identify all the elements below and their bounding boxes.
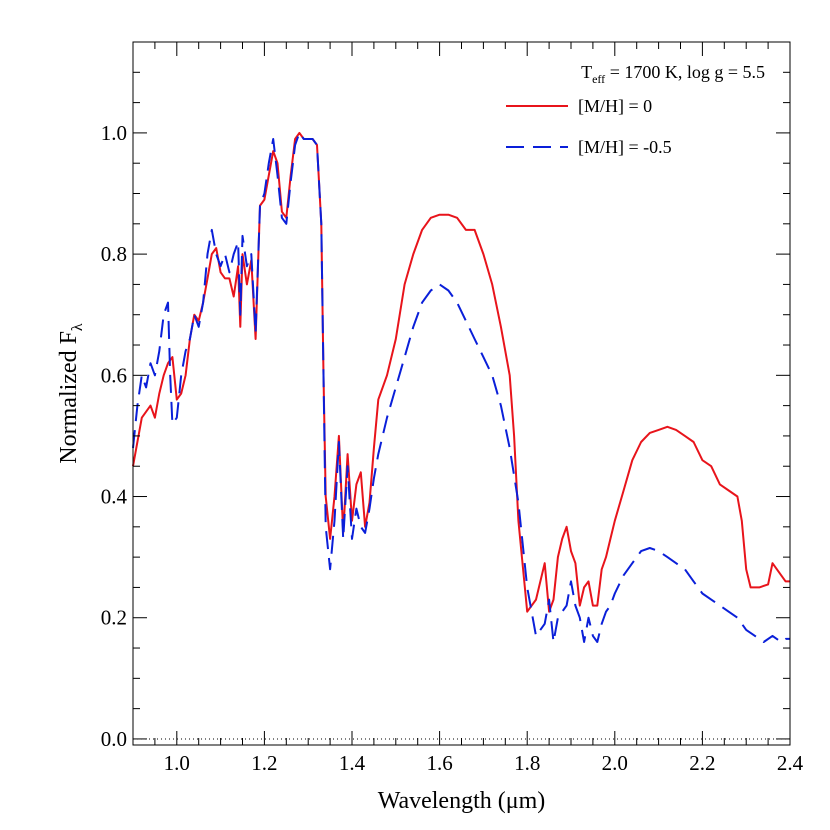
x-tick-label: 2.0 (602, 751, 628, 775)
y-axis-label: Normalized Fλ (56, 323, 86, 464)
x-axis-label: Wavelength (μm) (378, 788, 546, 814)
y-tick-labels: 0.0 0.2 0.4 0.6 0.8 1.0 (101, 121, 128, 751)
x-tick-label: 1.6 (426, 751, 452, 775)
y-tick-label: 0.6 (101, 363, 127, 387)
axis-ticks (132, 41, 791, 745)
y-tick-label: 0.4 (101, 485, 128, 509)
plot-frame (132, 41, 791, 746)
x-tick-label: 1.8 (514, 751, 540, 775)
x-tick-label: 2.4 (777, 751, 804, 775)
x-tick-label: 2.2 (689, 751, 715, 775)
annotation-subscript: eff (592, 72, 605, 86)
legend-label: [M/H] = -0.5 (578, 137, 672, 157)
y-tick-label: 0.2 (101, 606, 127, 630)
annotation-rest: = 1700 K, log g = 5.5 (605, 62, 765, 82)
y-tick-label: 0.8 (101, 242, 127, 266)
legend: [M/H] = 0 [M/H] = -0.5 (506, 96, 672, 157)
y-axis-label-subscript: λ (69, 323, 86, 331)
y-tick-label: 0.0 (101, 727, 127, 751)
series-line-subsolar (132, 131, 790, 643)
x-tick-label: 1.2 (251, 751, 277, 775)
x-tick-label: 1.0 (164, 751, 190, 775)
x-tick-label: 1.4 (339, 751, 366, 775)
x-tick-labels: 1.0 1.2 1.4 1.6 1.8 2.0 2.2 2.4 (164, 751, 804, 775)
legend-label: [M/H] = 0 (578, 96, 652, 116)
series-line-solar (132, 131, 790, 613)
series-layer (132, 131, 790, 643)
y-tick-label: 1.0 (101, 121, 127, 145)
model-parameters-annotation: Teff = 1700 K, log g = 5.5 (581, 62, 765, 86)
